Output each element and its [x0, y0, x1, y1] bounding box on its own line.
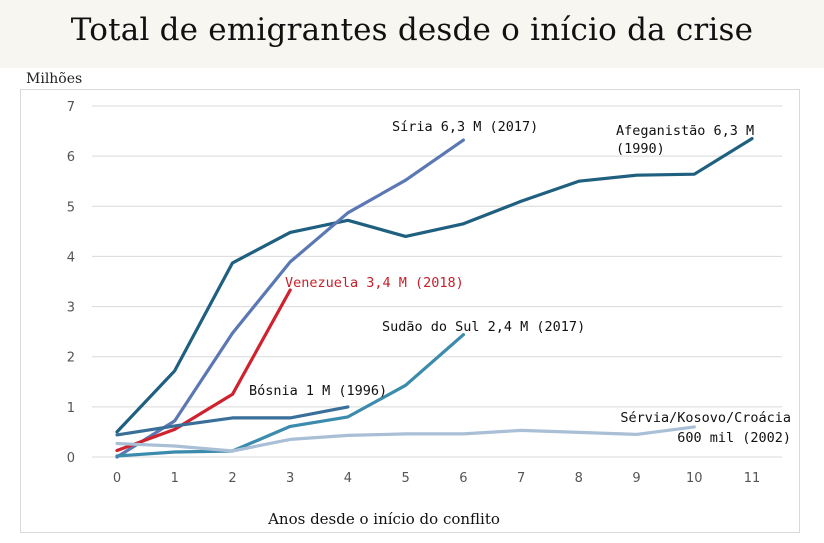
series-line — [115, 405, 350, 437]
x-tick-labels: 0 1 2 3 4 5 6 7 8 9 10 11 — [113, 471, 760, 486]
series-label: Sérvia/Kosovo/Croácia — [620, 410, 791, 426]
y-tick-label: 4 — [67, 250, 75, 265]
x-axis-label: Anos desde o início do conflito — [267, 510, 500, 528]
series-label: 600 mil (2002) — [677, 430, 791, 446]
series-labels: Afeganistão 6,3 M (1990) Síria 6,3 M (2017… — [249, 119, 791, 446]
y-tick-label: 6 — [67, 150, 75, 165]
series-label: Sudão do Sul 2,4 M (2017) — [382, 319, 585, 335]
y-tick-label: 0 — [67, 451, 75, 466]
series-line — [115, 425, 696, 453]
gridlines — [92, 105, 782, 458]
chart-title: Total de emigrantes desde o início da cr… — [70, 12, 754, 48]
series-line — [115, 138, 465, 459]
y-axis-unit-label: Milhões — [26, 71, 83, 87]
y-tick-label: 2 — [67, 351, 75, 366]
x-tick-label: 3 — [286, 471, 294, 486]
series-label: Venezuela 3,4 M (2018) — [285, 275, 464, 291]
series-lines — [115, 137, 754, 459]
series-label: Síria 6,3 M (2017) — [392, 119, 538, 135]
y-tick-label: 3 — [67, 301, 75, 316]
y-tick-labels: 0 1 2 3 4 5 6 7 — [67, 100, 75, 466]
x-tick-label: 11 — [744, 471, 761, 486]
series-line — [115, 333, 465, 458]
x-tick-label: 0 — [113, 471, 121, 486]
series-label: Bósnia 1 M (1996) — [249, 383, 387, 399]
y-tick-label: 1 — [67, 401, 75, 416]
plot-frame — [20, 89, 800, 533]
series-label: Afeganistão 6,3 M — [616, 123, 754, 139]
series-line — [115, 288, 292, 453]
x-tick-label: 5 — [401, 471, 409, 486]
series-line — [115, 137, 754, 434]
x-tick-label: 1 — [171, 471, 179, 486]
x-tick-label: 4 — [344, 471, 352, 486]
x-tick-label: 10 — [686, 471, 703, 486]
y-tick-label: 7 — [67, 100, 75, 115]
x-tick-label: 6 — [459, 471, 467, 486]
x-tick-label: 9 — [632, 471, 640, 486]
x-tick-label: 7 — [517, 471, 525, 486]
y-tick-label: 5 — [67, 200, 75, 215]
x-tick-label: 8 — [575, 471, 583, 486]
title-band — [0, 0, 824, 68]
x-tick-label: 2 — [228, 471, 236, 486]
series-label: (1990) — [616, 141, 665, 157]
